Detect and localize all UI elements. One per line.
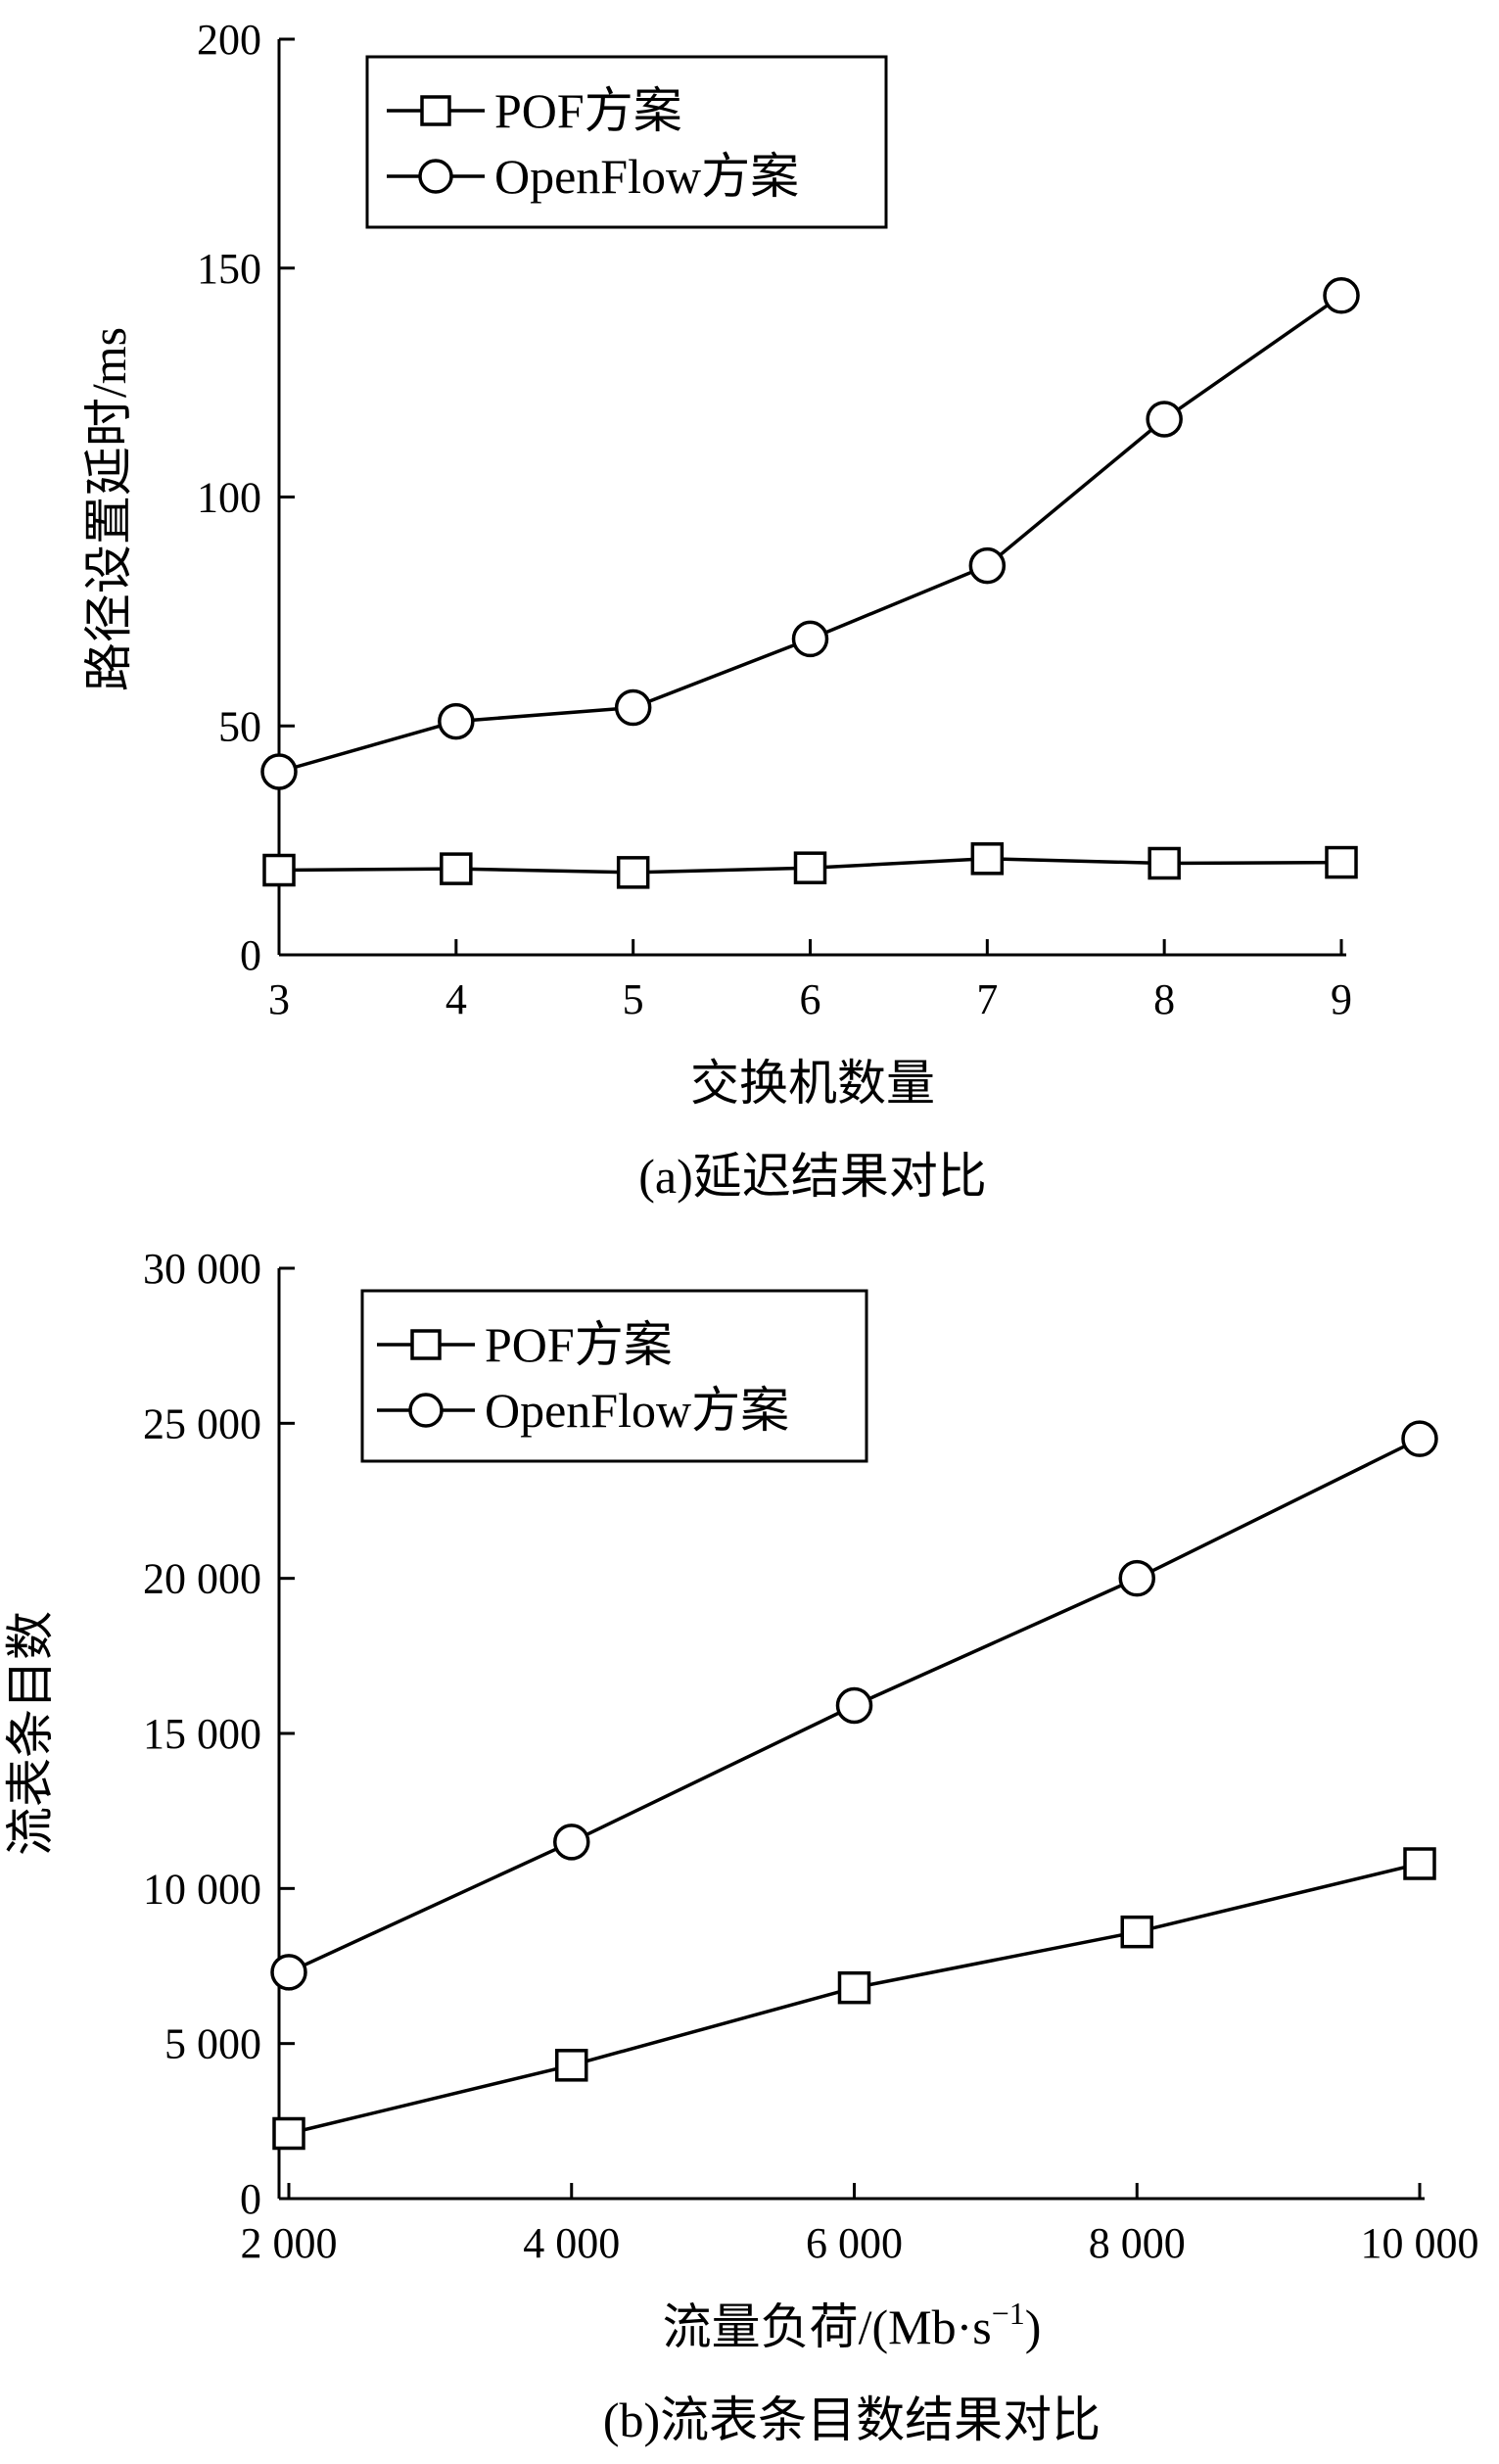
chart-b-point-openflow [270,1954,307,1991]
chart-b-y-tick-label: 10 000 [143,1865,261,1913]
chart-a-x-tick-label: 7 [976,975,998,1023]
chart-a-x-tick-label: 4 [445,975,467,1023]
chart-a-point-openflow [260,753,298,790]
chart-b-x-tick-label: 4 000 [523,2219,620,2267]
chart-a-x-ticks: 3 4 5 6 7 8 9 [268,939,1352,1023]
chart-a-point-openflow [1323,277,1360,314]
chart-a-point-pof [1148,846,1181,880]
chart-b-x-tick-label: 10 000 [1361,2219,1479,2267]
chart-a-point-pof [616,856,650,889]
chart-b-point-openflow [1118,1559,1155,1597]
chart-a-y-tick-label: 150 [197,245,261,293]
chart-a-x-tick-label: 8 [1153,975,1175,1023]
chart-a-point-pof [970,842,1005,876]
chart-a-legend-label-openflow: OpenFlow方案 [494,149,799,204]
chart-a-point-openflow [438,702,475,740]
chart-b-x-label: 流量负荷/(Mb·s−1) [663,2296,1042,2354]
chart-a-x-label: 交换机数量 [690,1056,935,1111]
chart-b-point-pof [837,1970,871,2005]
chart-a-point-openflow [968,546,1007,585]
chart-b-x-ticks: 2 000 4 000 6 000 8 000 10 000 [241,2183,1479,2267]
chart-b-legend-label-pof: POF方案 [485,1317,673,1372]
chart-b-point-openflow [1401,1420,1438,1457]
chart-b-y-tick-label: 0 [240,2175,261,2223]
chart-a-y-tick-label: 0 [240,931,261,979]
chart-b-x-tick-label: 8 000 [1089,2219,1186,2267]
chart-a-x-tick-label: 6 [800,975,821,1023]
chart-b-flow-entries: 0 5 000 10 000 15 000 20 000 25 000 30 000 2 0… [3,1245,1479,2447]
chart-a-y-ticks: 0 50 100 150 200 [197,16,295,979]
chart-b-caption: (b)流表条目数结果对比 [603,2393,1101,2447]
chart-b-y-tick-label: 15 000 [143,1710,261,1758]
chart-b-y-ticks: 0 5 000 10 000 15 000 20 000 25 000 30 000 [143,1245,295,2223]
chart-a-y-tick-label: 200 [197,16,261,64]
chart-b-legend-box [360,1289,868,1463]
chart-a-legend-label-pof: POF方案 [494,83,682,138]
chart-b-x-label-sup: −1 [992,2296,1025,2331]
chart-b-point-openflow [553,1824,590,1861]
chart-b-legend-marker-pof [410,1329,442,1360]
chart-a-x-tick-label: 9 [1331,975,1352,1023]
chart-a-point-pof [793,851,827,884]
chart-b-point-pof [1403,1847,1436,1880]
chart-a-point-openflow [614,688,652,727]
chart-b-point-pof [272,2116,305,2151]
chart-b-x-label-tail: ) [1025,2299,1042,2354]
chart-b-y-tick-label: 5 000 [164,2020,261,2068]
chart-a-point-pof [262,853,296,887]
chart-b-y-tick-label: 30 000 [143,1245,261,1293]
chart-b-legend: POF方案 OpenFlow方案 [360,1289,868,1463]
chart-b-point-openflow [835,1686,873,1725]
chart-b-legend-label-openflow: OpenFlow方案 [485,1383,789,1438]
chart-a-x-tick-label: 3 [268,975,290,1023]
chart-a-legend: POF方案 OpenFlow方案 [365,55,888,229]
chart-b-x-tick-label: 6 000 [806,2219,903,2267]
chart-a-series-line-openflow [278,294,1343,774]
chart-b-x-tick-label: 2 000 [241,2219,338,2267]
chart-a-series [260,277,1360,889]
chart-a-legend-marker-openflow [418,159,453,194]
chart-a-y-tick-label: 100 [197,474,261,522]
chart-b-point-pof [1120,1915,1153,1949]
chart-b-series [270,1420,1438,2151]
chart-b-x-label-main: 流量负荷/(Mb·s [663,2299,992,2354]
chart-a-point-pof [1325,845,1358,879]
chart-a-y-label: 路径设置延时/ms [81,327,136,691]
chart-b-y-label: 流表条目数 [3,1611,58,1856]
chart-a-latency: 0 50 100 150 200 3 4 5 6 7 8 9 POF方案 OpenFlow方案 交换… [81,16,1360,1204]
chart-a-legend-marker-pof [420,95,451,126]
chart-a-legend-box [365,55,888,229]
chart-b-point-pof [555,2049,588,2082]
chart-a-y-tick-label: 50 [218,702,261,750]
chart-a-point-openflow [791,620,829,658]
chart-b-y-tick-label: 20 000 [143,1555,261,1603]
chart-b-legend-marker-openflow [408,1393,444,1428]
chart-b-y-tick-label: 25 000 [143,1399,261,1447]
chart-a-x-tick-label: 5 [623,975,644,1023]
chart-a-point-openflow [1146,401,1183,438]
chart-a-caption: (a)延迟结果对比 [638,1149,987,1204]
chart-a-point-pof [440,852,473,885]
